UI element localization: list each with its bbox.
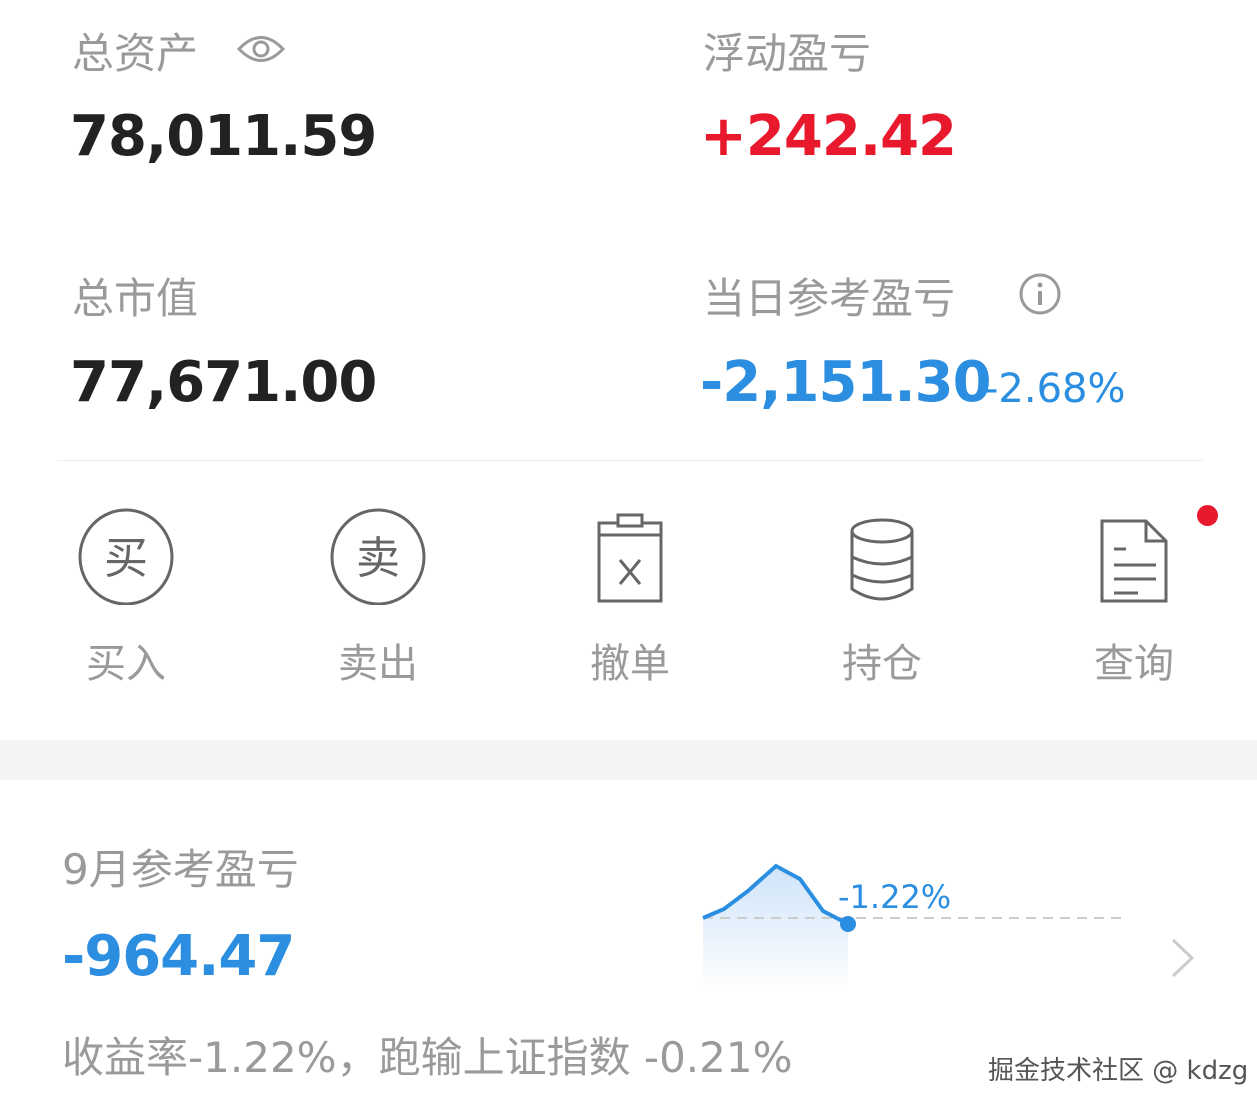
daily-pnl-pct: -2.68% (984, 366, 1126, 412)
cancel-order-icon (597, 513, 663, 603)
action-cancel-order[interactable]: 撤单 (550, 505, 710, 689)
action-query[interactable]: 查询 (1054, 505, 1214, 689)
holdings-icon (850, 518, 914, 601)
sparkline-line (702, 863, 849, 926)
monthly-value: -964.47 (62, 924, 295, 989)
query-icon (1100, 519, 1168, 603)
action-label: 查询 (1094, 641, 1174, 687)
sparkline-label: -1.22% (838, 878, 952, 916)
action-label: 买入 (86, 641, 166, 687)
action-label: 卖出 (338, 641, 418, 687)
monthly-title: 9月参考盈亏 (62, 845, 299, 894)
buy-icon: 买 (78, 508, 174, 605)
notification-badge (1197, 505, 1218, 526)
floating-pnl-label: 浮动盈亏 (703, 29, 872, 78)
daily-pnl-value: -2,151.30 (700, 350, 992, 415)
action-buy[interactable]: 买 买入 (46, 505, 206, 689)
info-icon[interactable] (1018, 272, 1062, 316)
action-sell[interactable]: 卖 卖出 (298, 505, 458, 689)
chevron-right-icon[interactable] (1168, 936, 1198, 980)
divider (57, 460, 1204, 461)
action-label: 撤单 (590, 641, 670, 687)
action-holdings[interactable]: 持仓 (802, 505, 962, 689)
sell-icon: 卖 (330, 508, 426, 605)
section-gap (0, 740, 1257, 780)
floating-pnl-value: +242.42 (700, 104, 957, 169)
eye-icon[interactable] (236, 32, 286, 66)
sparkline-endpoint (840, 916, 856, 932)
action-label: 持仓 (842, 641, 922, 687)
total-assets-value: 78,011.59 (70, 104, 377, 169)
total-assets-label: 总资产 (72, 29, 199, 78)
svg-text:卖: 卖 (356, 533, 400, 584)
svg-text:买: 买 (104, 533, 148, 584)
watermark: 掘金技术社区 @ kdzg (988, 1056, 1249, 1086)
monthly-description: 收益率-1.22%，跑输上证指数 -0.21% (62, 1033, 793, 1082)
daily-pnl-label: 当日参考盈亏 (703, 274, 956, 323)
market-value-value: 77,671.00 (70, 350, 377, 415)
sparkline-area (703, 866, 848, 990)
market-value-label: 总市值 (72, 274, 199, 323)
